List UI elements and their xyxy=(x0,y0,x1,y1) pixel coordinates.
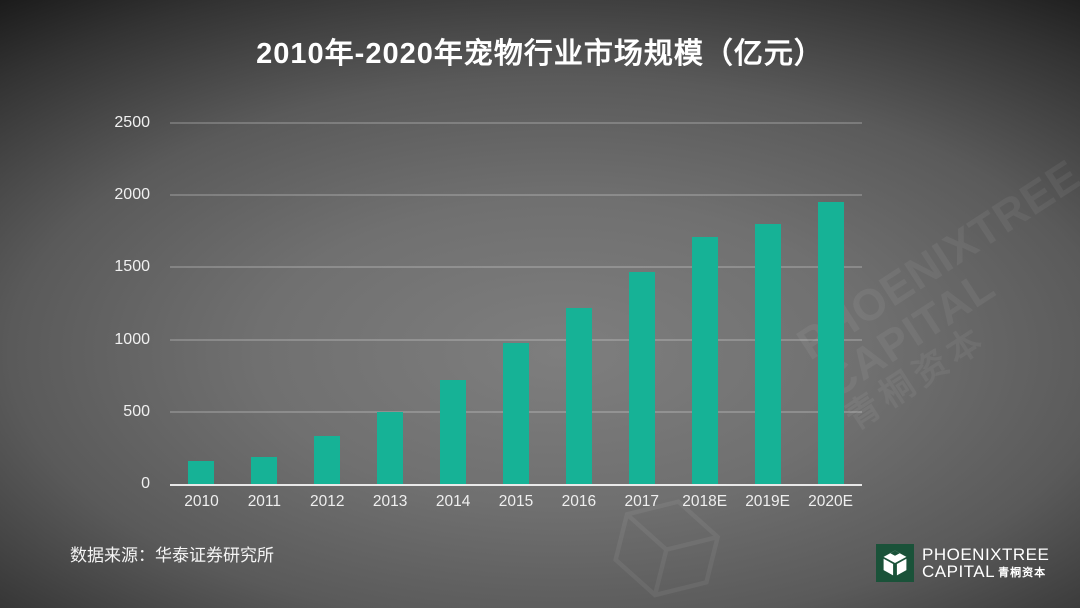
y-axis-labels: 0 500 1000 1500 2000 2500 xyxy=(0,115,160,492)
bars xyxy=(170,123,862,484)
phoenixtree-capital-logo: PHOENIXTREE CAPITAL 青桐资本 xyxy=(876,544,1049,582)
bar-slot-2017 xyxy=(610,123,673,484)
cube-logo-icon xyxy=(876,544,914,582)
logo-line2-en: CAPITAL xyxy=(922,562,996,581)
x-tick-label-2015: 2015 xyxy=(498,493,534,510)
x-tick-label-2020E: 2020E xyxy=(808,493,853,510)
x-tick-label-2019E: 2019E xyxy=(745,493,791,510)
logo-line2: CAPITAL 青桐资本 xyxy=(922,563,1049,580)
x-tick-label-2012: 2012 xyxy=(310,493,345,510)
gridline-1500 xyxy=(170,266,862,268)
bar-slot-2019E xyxy=(736,123,799,484)
x-axis-labels: 2010 2011 2012 2013 2014 2015 2016 2017 2018E 201… xyxy=(170,493,862,511)
bar-2011 xyxy=(251,456,278,484)
bar-slot-2010 xyxy=(170,123,233,484)
bar-2013 xyxy=(377,411,404,484)
chart-title: 2010年-2020年宠物行业市场规模（亿元） xyxy=(256,38,824,70)
y-tick-label-1000: 1000 xyxy=(114,330,150,348)
bar-2014 xyxy=(440,380,467,484)
y-tick-label-2000: 2000 xyxy=(114,186,150,204)
bar-slot-2013 xyxy=(359,123,422,484)
x-tick-label-2014: 2014 xyxy=(435,493,471,510)
x-tick-label-2010: 2010 xyxy=(184,493,219,510)
x-tick-label-2016: 2016 xyxy=(561,493,597,510)
y-tick-label-500: 500 xyxy=(123,402,150,420)
logo-cn: 青桐资本 xyxy=(998,567,1047,579)
logo-text: PHOENIXTREE CAPITAL 青桐资本 xyxy=(922,546,1049,580)
bar-2010 xyxy=(188,460,215,484)
bar-2020E xyxy=(817,202,844,484)
bar-2016 xyxy=(565,307,592,484)
gridline-1000 xyxy=(170,339,862,341)
x-tick-label-2011: 2011 xyxy=(247,493,282,510)
x-tick-label-2013: 2013 xyxy=(372,493,408,510)
bar-slot-2012 xyxy=(296,123,359,484)
bar-2017 xyxy=(628,271,655,484)
bar-2015 xyxy=(502,342,529,484)
bar-slot-2020E xyxy=(799,123,862,484)
gridline-2000 xyxy=(170,194,862,196)
plot-area xyxy=(170,122,862,486)
bar-slot-2014 xyxy=(422,123,485,484)
y-tick-label-1500: 1500 xyxy=(114,258,150,276)
bar-2012 xyxy=(314,436,341,484)
bar-slot-2011 xyxy=(233,123,296,484)
y-tick-label-2500: 2500 xyxy=(114,114,150,131)
x-tick-label-2018E: 2018E xyxy=(682,493,728,510)
bar-slot-2016 xyxy=(547,123,610,484)
watermark-text-cn: 青桐资本 xyxy=(839,318,995,438)
bar-2018E xyxy=(691,237,718,484)
y-tick-label-0: 0 xyxy=(141,475,150,492)
bar-slot-2018E xyxy=(673,123,736,484)
bar-2019E xyxy=(754,224,781,484)
data-source-note: 数据来源：华泰证券研究所 xyxy=(70,546,274,565)
logo-line1: PHOENIXTREE xyxy=(922,545,1050,564)
x-tick-label-2017: 2017 xyxy=(624,493,660,510)
gridline-2500 xyxy=(170,122,862,124)
bar-slot-2015 xyxy=(485,123,548,484)
